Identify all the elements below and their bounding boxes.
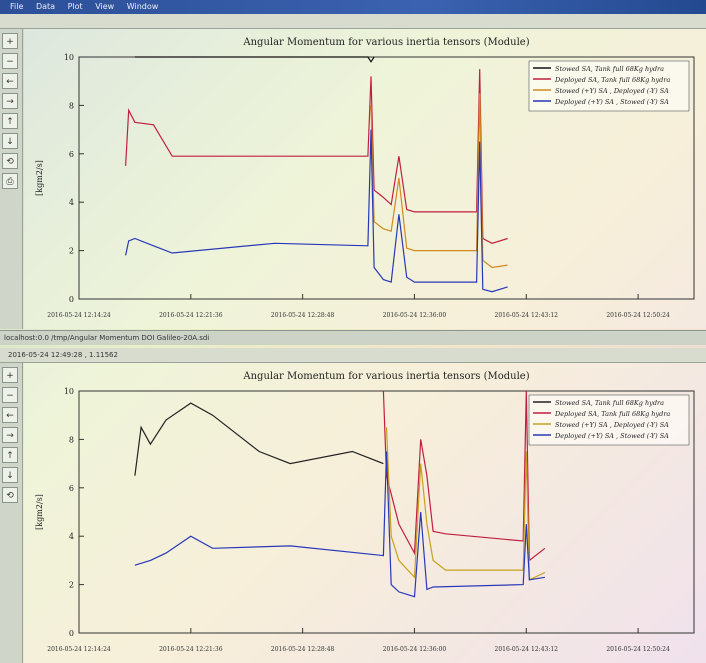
coordinate-bar [0,14,706,29]
series-line-3 [370,93,508,269]
pan-down-icon[interactable]: ↓ [2,467,18,483]
status-bar: localhost:0.0 /tmp/Angular Momentum DOI … [0,330,706,345]
y-axis-label: [kgm2/s] [35,160,44,196]
angular-momentum-chart-bottom: Angular Momentum for various inertia ten… [35,371,695,653]
menu-bar: File Data Plot View Window [0,0,706,14]
y-tick-label: 8 [69,435,74,444]
y-tick-label: 6 [69,484,74,493]
series-line-4 [134,451,545,598]
pan-left-icon[interactable]: ← [2,407,18,423]
pan-down-icon[interactable]: ↓ [2,133,18,149]
legend-label: Stowed SA, Tank full 68Kg hydra [555,399,664,407]
y-tick-label: 0 [69,629,74,638]
legend-label: Deployed (+Y) SA , Stowed (-Y) SA [554,432,669,440]
menu-file[interactable]: File [10,2,24,11]
coordinate-bar: 2016-05-24 12:49:28 , 1.11562 [0,348,706,363]
x-tick-label: 2016-05-24 12:36:00 [383,646,447,653]
legend-label: Stowed SA, Tank full 68Kg hydra [555,65,664,73]
y-tick-label: 4 [69,198,74,207]
y-tick-label: 8 [69,101,74,110]
zoom-in-icon[interactable]: + [2,33,18,49]
chart-title: Angular Momentum for various inertia ten… [242,371,529,382]
zoom-in-icon[interactable]: + [2,367,18,383]
menu-data[interactable]: Data [35,2,56,11]
cursor-readout: 2016-05-24 12:49:28 , 1.11562 [8,351,118,359]
y-tick-label: 0 [69,295,74,304]
zoom-out-icon[interactable]: − [2,387,18,403]
x-tick-label: 2016-05-24 12:43:12 [495,312,559,319]
series-line-4 [125,129,508,293]
x-tick-label: 2016-05-24 12:21:36 [159,312,223,319]
x-tick-label: 2016-05-24 12:28:48 [271,646,335,653]
legend-label: Deployed SA, Tank full 68Kg hydra [554,410,670,418]
series-line-1 [134,56,375,63]
menu-view[interactable]: View [95,2,115,11]
y-tick-label: 2 [69,581,74,590]
plot-window-bottom: 2016-05-24 12:49:28 , 1.11562 + − ← → ↑ … [0,348,706,663]
status-text: localhost:0.0 /tmp/Angular Momentum DOI … [4,334,210,342]
side-toolbar: + − ← → ↑ ↓ ⟲ ⎙ [0,29,23,329]
x-tick-label: 2016-05-24 12:14:24 [47,312,111,319]
x-tick-label: 2016-05-24 12:36:00 [383,312,447,319]
legend-label: Stowed (+Y) SA , Deployed (-Y) SA [555,87,669,95]
pan-up-icon[interactable]: ↑ [2,113,18,129]
x-tick-label: 2016-05-24 12:28:48 [271,312,335,319]
pan-left-icon[interactable]: ← [2,73,18,89]
series-line-2 [125,69,508,244]
print-icon[interactable]: ⎙ [2,173,18,189]
series-line-3 [385,427,546,581]
side-toolbar: + − ← → ↑ ↓ ⟲ [0,363,23,663]
series-line-1 [134,402,384,476]
y-axis-label: [kgm2/s] [35,494,44,530]
plot-window-top: File Data Plot View Window + − ← → ↑ ↓ ⟲… [0,0,706,345]
x-tick-label: 2016-05-24 12:50:24 [606,646,670,653]
chart-title: Angular Momentum for various inertia ten… [242,37,529,48]
plot-area: Angular Momentum for various inertia ten… [24,29,706,329]
x-tick-label: 2016-05-24 12:14:24 [47,646,111,653]
plot-frame [78,390,695,634]
legend [528,60,690,112]
reset-view-icon[interactable]: ⟲ [2,487,18,503]
menu-plot[interactable]: Plot [67,2,83,11]
x-tick-label: 2016-05-24 12:43:12 [495,646,559,653]
legend-label: Deployed SA, Tank full 68Kg hydra [554,76,670,84]
y-tick-label: 2 [69,247,74,256]
legend-label: Stowed (+Y) SA , Deployed (-Y) SA [555,421,669,429]
series-line-2 [382,390,546,562]
angular-momentum-chart-top: Angular Momentum for various inertia ten… [35,37,695,319]
pan-right-icon[interactable]: → [2,427,18,443]
y-tick-label: 10 [64,387,74,396]
x-tick-label: 2016-05-24 12:50:24 [606,312,670,319]
pan-right-icon[interactable]: → [2,93,18,109]
pan-up-icon[interactable]: ↑ [2,447,18,463]
menu-window[interactable]: Window [126,2,159,11]
plot-area: Angular Momentum for various inertia ten… [24,363,706,663]
reset-view-icon[interactable]: ⟲ [2,153,18,169]
y-tick-label: 4 [69,532,74,541]
zoom-out-icon[interactable]: − [2,53,18,69]
legend [528,394,690,446]
legend-label: Deployed (+Y) SA , Stowed (-Y) SA [554,98,669,106]
y-tick-label: 10 [64,53,74,62]
x-tick-label: 2016-05-24 12:21:36 [159,646,223,653]
plot-frame [78,56,695,300]
y-tick-label: 6 [69,150,74,159]
